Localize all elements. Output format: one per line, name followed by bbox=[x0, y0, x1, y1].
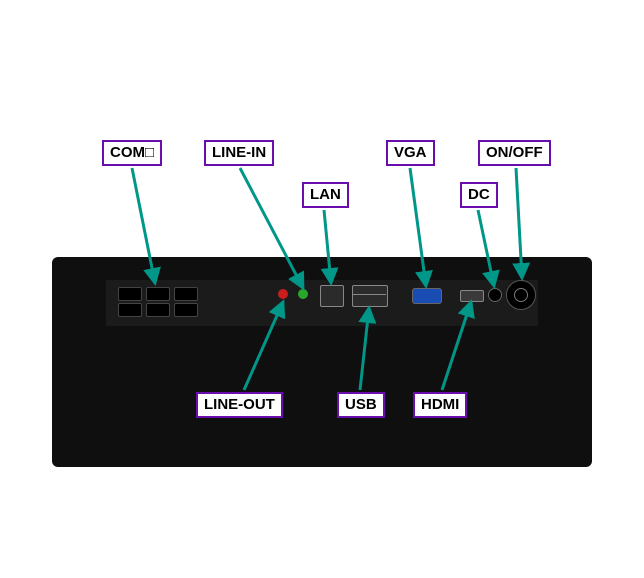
label-on-off: ON/OFF bbox=[478, 140, 551, 166]
com-port-3 bbox=[174, 287, 198, 301]
com-port-6 bbox=[174, 303, 198, 317]
com-port-4 bbox=[118, 303, 142, 317]
label-dc: DC bbox=[460, 182, 498, 208]
label-usb: USB bbox=[337, 392, 385, 418]
vga-port bbox=[412, 288, 442, 304]
dc-jack bbox=[488, 288, 502, 302]
usb-ports bbox=[352, 285, 388, 307]
label-hdmi: HDMI bbox=[413, 392, 467, 418]
label-vga: VGA bbox=[386, 140, 435, 166]
lan-port bbox=[320, 285, 344, 307]
label-com: COM□ bbox=[102, 140, 162, 166]
label-line-in: LINE-IN bbox=[204, 140, 274, 166]
hdmi-port bbox=[460, 290, 484, 302]
line-out-jack bbox=[278, 289, 288, 299]
figure-canvas: COM□ LINE-IN LAN VGA DC ON/OFF LINE-OUT USB HDMI bbox=[0, 0, 644, 578]
com-port-2 bbox=[146, 287, 170, 301]
com-port-1 bbox=[118, 287, 142, 301]
label-lan: LAN bbox=[302, 182, 349, 208]
label-line-out: LINE-OUT bbox=[196, 392, 283, 418]
line-in-jack bbox=[298, 289, 308, 299]
com-port-5 bbox=[146, 303, 170, 317]
